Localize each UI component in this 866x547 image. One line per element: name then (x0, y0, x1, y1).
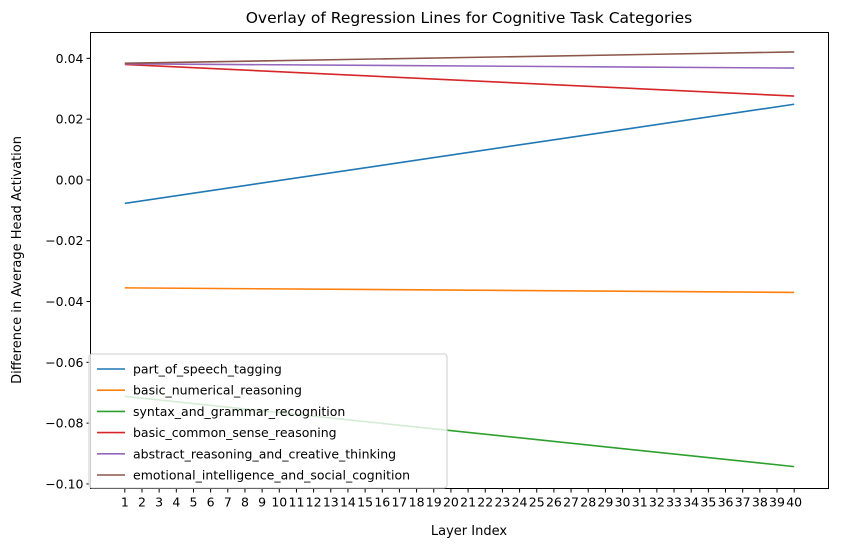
legend-label: syntax_and_grammar_recognition (133, 404, 345, 419)
legend-label: abstract_reasoning_and_creative_thinking (133, 446, 396, 461)
legend-box (88, 353, 448, 489)
x-tick-label: 17 (391, 495, 407, 510)
chart-title: Overlay of Regression Lines for Cognitiv… (246, 9, 693, 27)
x-tick-label: 1 (121, 495, 129, 510)
legend-label: part_of_speech_tagging (133, 362, 282, 377)
x-tick-label: 32 (649, 495, 665, 510)
x-tick-label: 16 (374, 495, 390, 510)
x-tick-label: 31 (632, 495, 648, 510)
x-tick-label: 18 (409, 495, 425, 510)
y-tick-label: −0.08 (45, 416, 83, 431)
x-tick-label: 10 (271, 495, 287, 510)
x-tick-label: 12 (306, 495, 322, 510)
x-tick-label: 39 (769, 495, 785, 510)
series-line-part_of_speech_tagging (124, 103, 795, 205)
x-tick-label: 13 (323, 495, 339, 510)
y-tick-label: 0.04 (56, 51, 84, 66)
x-tick-label: 9 (258, 495, 266, 510)
x-tick-label: 33 (666, 495, 682, 510)
x-tick-label: 22 (477, 495, 493, 510)
x-tick-label: 25 (529, 495, 545, 510)
x-axis: 1 2 3 4 5 6 7 8 9 10 11 12 13 14 15 16 17 18 19 20 21 22 23 24 2… (121, 488, 802, 510)
legend-label: basic_common_sense_reasoning (133, 425, 337, 440)
series-line-emotional_intelligence_and_social_cognition (124, 51, 795, 65)
series-line-basic_numerical_reasoning (124, 287, 795, 294)
y-tick-label: 0.02 (56, 112, 84, 127)
x-tick-label: 35 (700, 495, 716, 510)
x-tick-label: 27 (563, 495, 579, 510)
series-line-basic_common_sense_reasoning (124, 63, 795, 97)
x-tick-label: 40 (786, 495, 802, 510)
x-tick-label: 38 (752, 495, 768, 510)
plot-frame (90, 32, 829, 489)
x-tick-label: 14 (340, 495, 356, 510)
legend-label: basic_numerical_reasoning (133, 383, 302, 398)
x-tick-label: 4 (172, 495, 180, 510)
y-axis-label: Difference in Average Head Activation (10, 136, 25, 384)
legend: part_of_speech_tagging basic_numerical_re… (88, 353, 448, 489)
x-tick-label: 28 (580, 495, 596, 510)
x-tick-label: 19 (426, 495, 442, 510)
x-axis-label: Layer Index (431, 524, 507, 539)
x-tick-label: 15 (357, 495, 373, 510)
y-tick-label: −0.04 (45, 294, 83, 309)
x-tick-label: 34 (683, 495, 699, 510)
x-tick-label: 6 (207, 495, 215, 510)
series-line-abstract_reasoning_and_creative_thinking (124, 63, 795, 69)
x-tick-label: 26 (546, 495, 562, 510)
x-tick-label: 36 (718, 495, 734, 510)
x-tick-label: 11 (289, 495, 305, 510)
x-tick-label: 8 (241, 495, 249, 510)
x-tick-label: 23 (494, 495, 510, 510)
x-tick-label: 2 (138, 495, 146, 510)
x-tick-label: 21 (460, 495, 476, 510)
x-tick-label: 7 (224, 495, 232, 510)
x-tick-label: 29 (597, 495, 613, 510)
x-tick-label: 3 (155, 495, 163, 510)
y-tick-label: −0.10 (45, 476, 83, 491)
y-axis: −0.10 −0.08 −0.06 −0.04 −0.02 0.00 0.02 0.04 (45, 51, 91, 491)
y-tick-label: −0.06 (45, 355, 83, 370)
x-tick-label: 30 (615, 495, 631, 510)
x-tick-label: 24 (512, 495, 528, 510)
y-tick-label: 0.00 (56, 172, 84, 187)
x-tick-label: 5 (190, 495, 198, 510)
x-tick-label: 20 (443, 495, 459, 510)
x-tick-label: 37 (735, 495, 751, 510)
legend-label: emotional_intelligence_and_social_cognit… (133, 468, 410, 483)
y-tick-label: −0.02 (45, 233, 83, 248)
